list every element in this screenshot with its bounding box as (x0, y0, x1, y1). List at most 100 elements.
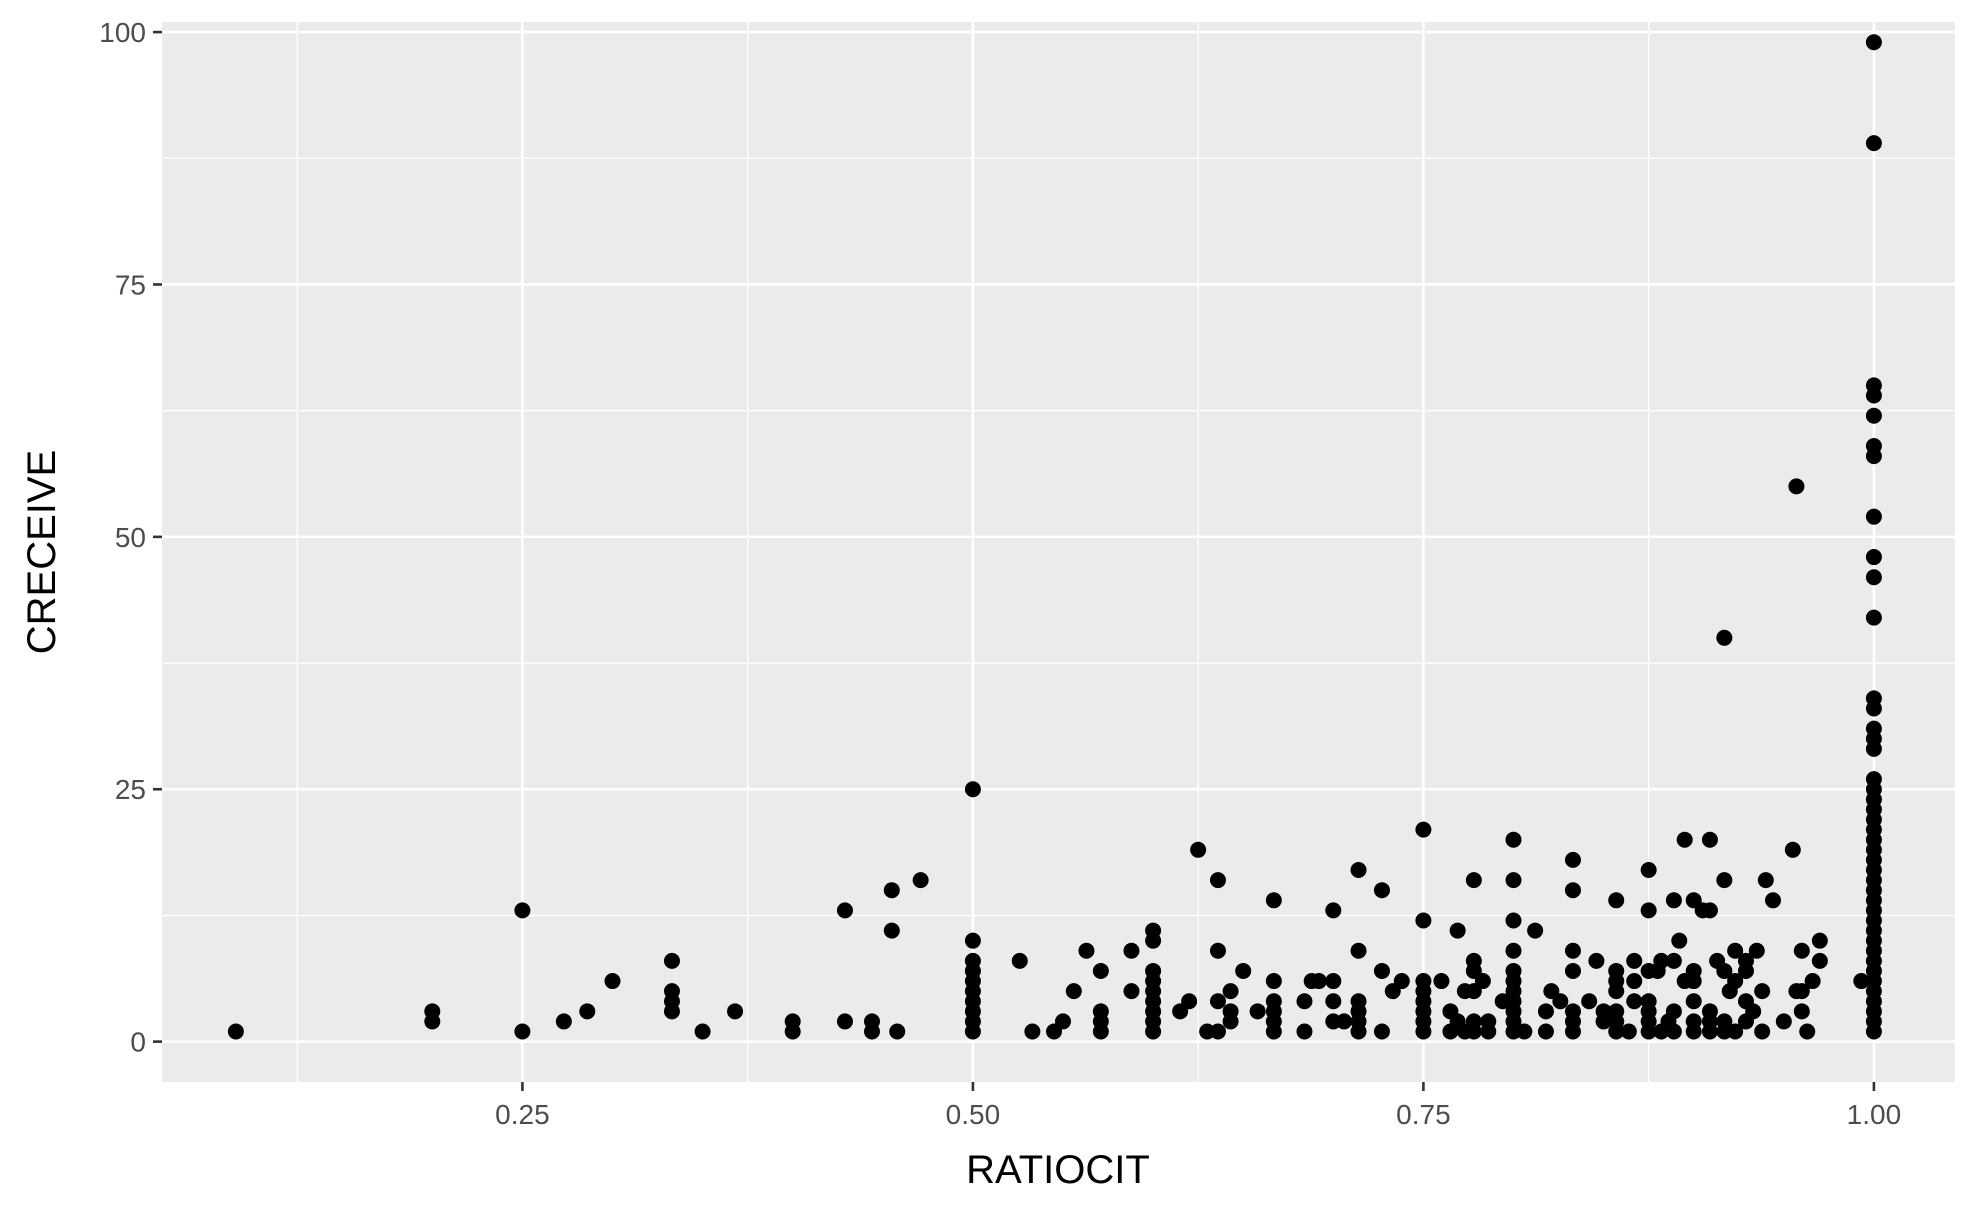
data-point (1222, 983, 1239, 1000)
data-point (1793, 983, 1810, 1000)
data-point (1415, 912, 1432, 929)
data-point (1145, 962, 1162, 979)
data-point (727, 1003, 744, 1020)
data-point (1608, 1003, 1625, 1020)
data-point (1552, 993, 1569, 1010)
data-point (1865, 34, 1882, 51)
data-point (1865, 377, 1882, 394)
y-axis: 0 25 50 75 100 (99, 17, 162, 1058)
data-point (1055, 1013, 1072, 1030)
data-point (1581, 993, 1598, 1010)
data-point (1296, 993, 1313, 1010)
data-point (1296, 1023, 1313, 1040)
data-point (1350, 942, 1367, 959)
data-point (663, 952, 680, 969)
data-point (1078, 942, 1095, 959)
data-point (836, 1013, 853, 1030)
x-tick-label: 0.50 (946, 1099, 1001, 1130)
data-point (1465, 872, 1482, 889)
data-point (1588, 952, 1605, 969)
data-point (1325, 973, 1342, 990)
data-point (1701, 831, 1718, 848)
data-point (1265, 993, 1282, 1010)
x-tick-label: 1.00 (1847, 1099, 1902, 1130)
data-point (1757, 872, 1774, 889)
major-gridlines (162, 22, 1955, 1082)
y-tick-label: 25 (115, 774, 146, 805)
data-point (1640, 902, 1657, 919)
data-point (1811, 952, 1828, 969)
data-point (1745, 1003, 1762, 1020)
data-point (1865, 569, 1882, 586)
data-point (1727, 942, 1744, 959)
data-point (1235, 962, 1252, 979)
data-point (1701, 902, 1718, 919)
data-point (1653, 952, 1670, 969)
data-point (514, 1023, 531, 1040)
data-point (1727, 1023, 1744, 1040)
data-point (1564, 1003, 1581, 1020)
data-point (1011, 952, 1028, 969)
data-point (1415, 973, 1432, 990)
data-point (694, 1023, 711, 1040)
data-point (1373, 962, 1390, 979)
data-point (1350, 862, 1367, 878)
data-point (1209, 942, 1226, 959)
data-points (227, 34, 1882, 1040)
data-point (1775, 1013, 1792, 1030)
data-point (1626, 952, 1643, 969)
data-point (1865, 771, 1882, 788)
data-point (1748, 942, 1765, 959)
data-point (1784, 841, 1801, 858)
data-point (836, 902, 853, 919)
data-point (1433, 973, 1450, 990)
data-point (1865, 508, 1882, 525)
data-point (1325, 902, 1342, 919)
x-axis-title: RATIOCIT (966, 1148, 1150, 1192)
data-point (1853, 973, 1870, 990)
data-point (1754, 1023, 1771, 1040)
data-point (1716, 962, 1733, 979)
data-point (1716, 629, 1733, 646)
data-point (1505, 912, 1522, 929)
data-point (1373, 1023, 1390, 1040)
data-point (1640, 993, 1657, 1010)
data-point (863, 1013, 880, 1030)
data-point (1393, 973, 1410, 990)
data-point (1537, 1003, 1554, 1020)
data-point (1465, 1013, 1482, 1030)
data-point (1449, 922, 1466, 939)
data-point (1527, 922, 1544, 939)
data-point (663, 983, 680, 1000)
data-point (1608, 892, 1625, 909)
data-point (1249, 1003, 1266, 1020)
data-point (1065, 983, 1082, 1000)
x-axis: 0.25 0.50 0.75 1.00 (495, 1082, 1901, 1130)
data-point (227, 1023, 244, 1040)
data-point (1564, 942, 1581, 959)
data-point (1480, 1013, 1497, 1030)
data-point (1804, 973, 1821, 990)
data-point (1350, 993, 1367, 1010)
data-point (1665, 952, 1682, 969)
data-point (1024, 1023, 1041, 1040)
data-point (1727, 973, 1744, 990)
data-point (883, 922, 900, 939)
data-point (1474, 973, 1491, 990)
data-point (1811, 932, 1828, 949)
data-point (1222, 1003, 1239, 1020)
data-point (1465, 952, 1482, 969)
x-tick-label: 0.25 (495, 1099, 550, 1130)
data-point (1676, 831, 1693, 848)
data-point (424, 1003, 441, 1020)
data-point (1665, 1023, 1682, 1040)
data-point (1092, 1003, 1109, 1020)
data-point (1671, 932, 1688, 949)
data-point (1564, 962, 1581, 979)
data-point (1701, 1003, 1718, 1020)
data-point (1537, 1023, 1554, 1040)
data-point (1608, 962, 1625, 979)
data-point (1505, 962, 1522, 979)
data-point (964, 952, 981, 969)
